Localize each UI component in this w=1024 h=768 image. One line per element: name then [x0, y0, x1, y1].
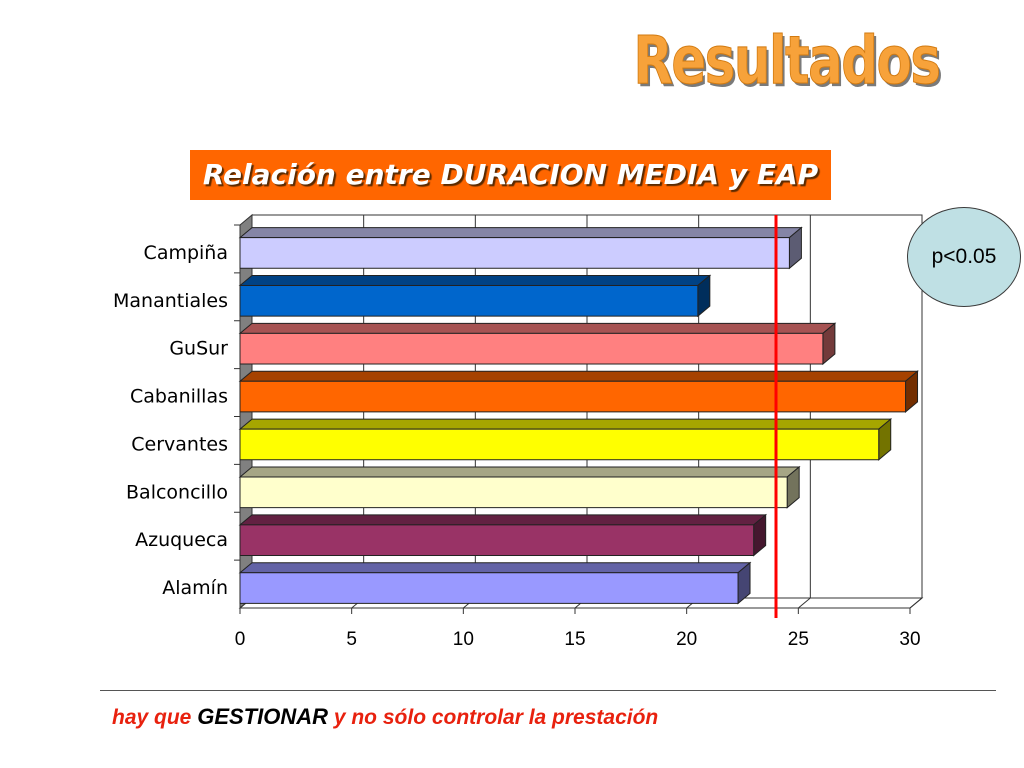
bar-front-face	[239, 476, 788, 509]
category-label: Alamín	[162, 577, 228, 599]
significance-badge: p<0.05	[907, 207, 1021, 307]
category-label: Manantiales	[113, 290, 228, 312]
footer-text-part2: y no sólo controlar la prestación	[333, 706, 659, 729]
x-tick-label: 0	[235, 629, 246, 650]
bar-3	[238, 322, 837, 366]
x-tick-label: 5	[346, 629, 357, 650]
floor-gridline	[798, 597, 811, 609]
x-tick-label: 10	[453, 629, 474, 650]
category-label: Azuqueca	[135, 529, 228, 551]
bar-top-face	[238, 322, 837, 334]
bar-5	[238, 418, 893, 461]
x-tick-label: 30	[899, 629, 920, 650]
bar-top-face	[238, 418, 893, 430]
footer-text: hay que GESTIONAR y no sólo controlar la…	[112, 704, 658, 730]
bar-front-face	[239, 284, 699, 317]
bar-front-face	[239, 237, 790, 269]
bar-top-face	[238, 227, 803, 239]
footer-text-part1: hay que	[112, 706, 192, 729]
category-label: Cervantes	[131, 433, 228, 455]
bar-top-face	[238, 466, 801, 478]
bar-top-face	[238, 370, 919, 382]
bar-2	[238, 274, 712, 318]
category-label: Balconcillo	[126, 481, 228, 503]
bar-front-face	[239, 380, 907, 413]
bar-top-face	[238, 562, 752, 574]
bar-front-face	[239, 524, 755, 557]
bar-4	[238, 370, 919, 413]
category-label: Cabanillas	[130, 386, 228, 408]
floor-gridline	[909, 597, 923, 609]
x-tick-label: 25	[788, 629, 809, 650]
category-label: Campiña	[144, 242, 228, 264]
bar-front-face	[239, 428, 880, 461]
footer-divider	[100, 690, 996, 691]
footer-emphasis: GESTIONAR	[197, 704, 328, 729]
bar-top-face	[238, 274, 712, 286]
x-tick-label: 15	[564, 629, 585, 650]
chart-banner: Relación entre DURACION MEDIA y EAP	[190, 150, 831, 200]
category-label: GuSur	[169, 338, 228, 360]
bar-top-face	[238, 514, 768, 526]
bar-1	[238, 226, 803, 270]
bar-front-face	[239, 332, 824, 365]
x-tick-label: 20	[676, 629, 697, 650]
bar-6	[238, 465, 801, 509]
bar-front-face	[239, 572, 739, 604]
slide-title: Resultados	[632, 22, 941, 100]
bar-7	[238, 513, 768, 557]
bar-8	[238, 561, 752, 605]
